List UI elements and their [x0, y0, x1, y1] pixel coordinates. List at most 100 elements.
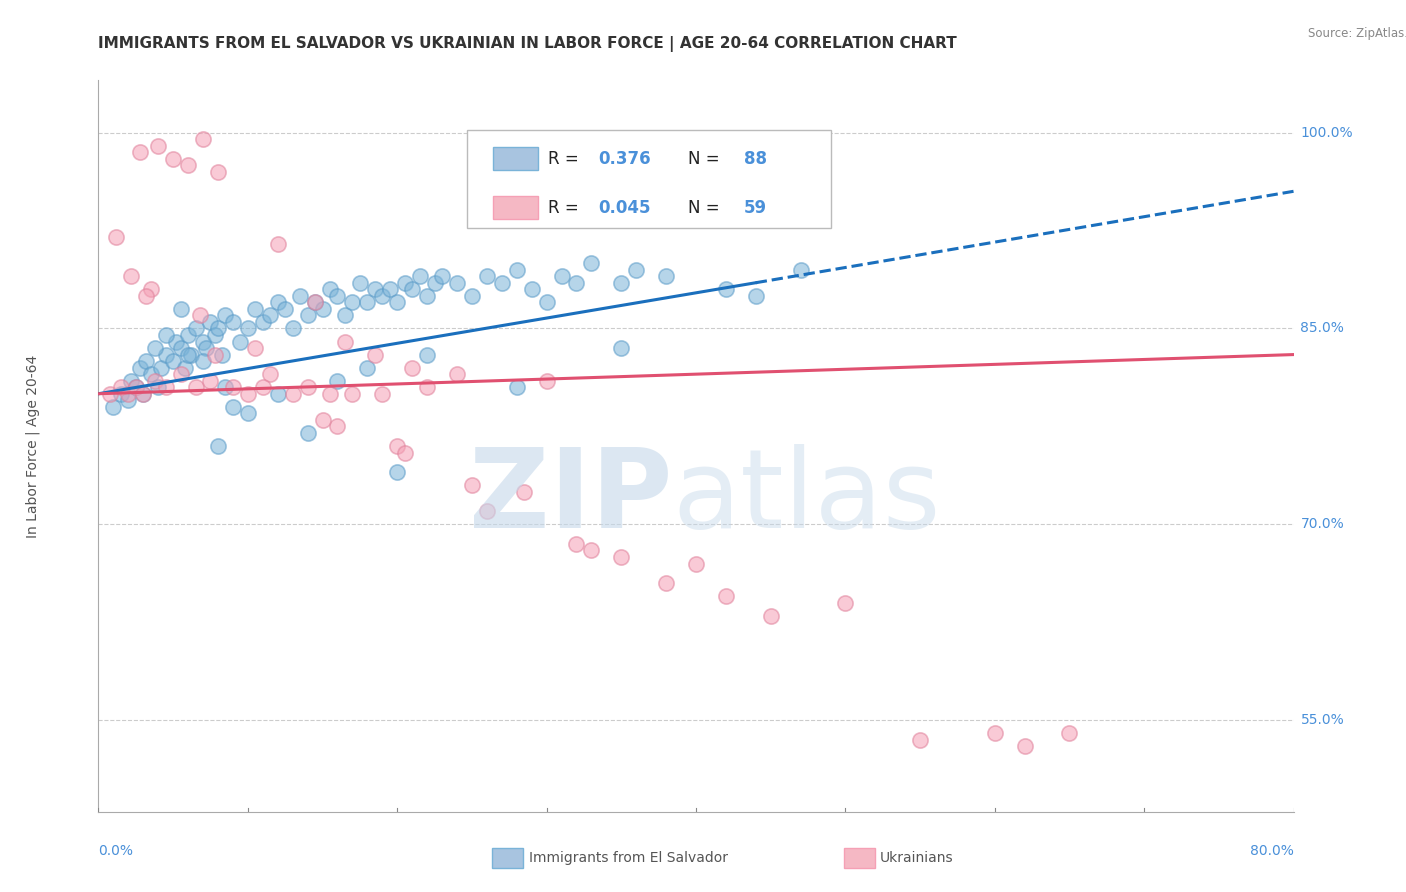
Point	[655, 269, 678, 284]
Point	[423, 276, 446, 290]
Point	[311, 413, 333, 427]
Point	[135, 354, 157, 368]
Point	[565, 276, 588, 290]
Point	[204, 328, 226, 343]
Point	[103, 400, 125, 414]
Point	[513, 484, 536, 499]
Point	[581, 543, 603, 558]
Point	[252, 315, 274, 329]
Point	[129, 360, 152, 375]
Point	[834, 596, 856, 610]
Point	[211, 348, 233, 362]
Point	[394, 276, 416, 290]
Point	[655, 576, 678, 591]
Point	[319, 386, 342, 401]
Text: 0.045: 0.045	[598, 199, 651, 217]
Text: N =: N =	[688, 150, 724, 168]
Point	[356, 360, 378, 375]
Point	[155, 328, 177, 343]
Point	[401, 360, 423, 375]
Point	[200, 315, 222, 329]
Point	[626, 262, 648, 277]
Text: 55.0%: 55.0%	[1301, 714, 1344, 727]
Text: 70.0%: 70.0%	[1301, 517, 1344, 532]
Point	[364, 282, 387, 296]
Point	[984, 726, 1007, 740]
Point	[385, 465, 409, 479]
Point	[191, 132, 214, 146]
Text: N =: N =	[688, 199, 724, 217]
Point	[446, 367, 468, 381]
Point	[125, 380, 148, 394]
Point	[148, 138, 170, 153]
Point	[155, 348, 177, 362]
Point	[408, 269, 430, 284]
Point	[267, 236, 290, 251]
Point	[371, 386, 394, 401]
Point	[610, 341, 633, 355]
Text: R =: R =	[548, 150, 583, 168]
Point	[1014, 739, 1036, 754]
Point	[229, 334, 252, 349]
Point	[188, 309, 211, 323]
Point	[342, 386, 364, 401]
Point	[297, 380, 319, 394]
Point	[236, 406, 259, 420]
Point	[550, 269, 572, 284]
Point	[184, 380, 207, 394]
Point	[333, 309, 356, 323]
Text: ZIP: ZIP	[468, 443, 672, 550]
Point	[446, 276, 468, 290]
Point	[311, 301, 333, 316]
Text: 88: 88	[744, 150, 766, 168]
Text: In Labor Force | Age 20-64: In Labor Force | Age 20-64	[25, 354, 39, 538]
Point	[117, 393, 139, 408]
Point	[162, 152, 184, 166]
Point	[207, 164, 229, 178]
Point	[214, 309, 236, 323]
Point	[789, 262, 811, 277]
Point	[222, 380, 245, 394]
Point	[304, 295, 326, 310]
Point	[195, 341, 218, 355]
Point	[297, 309, 319, 323]
Point	[520, 282, 543, 296]
Text: 85.0%: 85.0%	[1301, 321, 1344, 335]
Point	[685, 557, 707, 571]
Point	[714, 282, 737, 296]
Point	[394, 445, 416, 459]
Point	[333, 334, 356, 349]
Point	[371, 289, 394, 303]
Point	[125, 380, 148, 394]
Point	[565, 537, 588, 551]
Point	[385, 295, 409, 310]
Point	[139, 367, 162, 381]
Point	[207, 439, 229, 453]
Point	[356, 295, 378, 310]
Point	[288, 289, 311, 303]
Text: Immigrants from El Salvador: Immigrants from El Salvador	[529, 851, 728, 865]
Point	[143, 341, 166, 355]
Point	[169, 341, 191, 355]
Point	[155, 380, 177, 394]
Point	[204, 348, 226, 362]
Point	[252, 380, 274, 394]
Text: R =: R =	[548, 199, 583, 217]
Point	[430, 269, 453, 284]
Point	[110, 380, 132, 394]
Text: 100.0%: 100.0%	[1301, 126, 1353, 139]
Point	[416, 380, 439, 394]
Point	[416, 289, 439, 303]
Point	[143, 374, 166, 388]
Point	[184, 321, 207, 335]
Text: IMMIGRANTS FROM EL SALVADOR VS UKRAINIAN IN LABOR FORCE | AGE 20-64 CORRELATION : IMMIGRANTS FROM EL SALVADOR VS UKRAINIAN…	[98, 36, 957, 52]
Text: 80.0%: 80.0%	[1250, 845, 1294, 858]
Point	[236, 321, 259, 335]
Point	[120, 374, 142, 388]
Point	[274, 301, 297, 316]
Point	[245, 341, 267, 355]
Point	[222, 315, 245, 329]
Point	[132, 386, 155, 401]
Point	[191, 354, 214, 368]
Point	[342, 295, 364, 310]
